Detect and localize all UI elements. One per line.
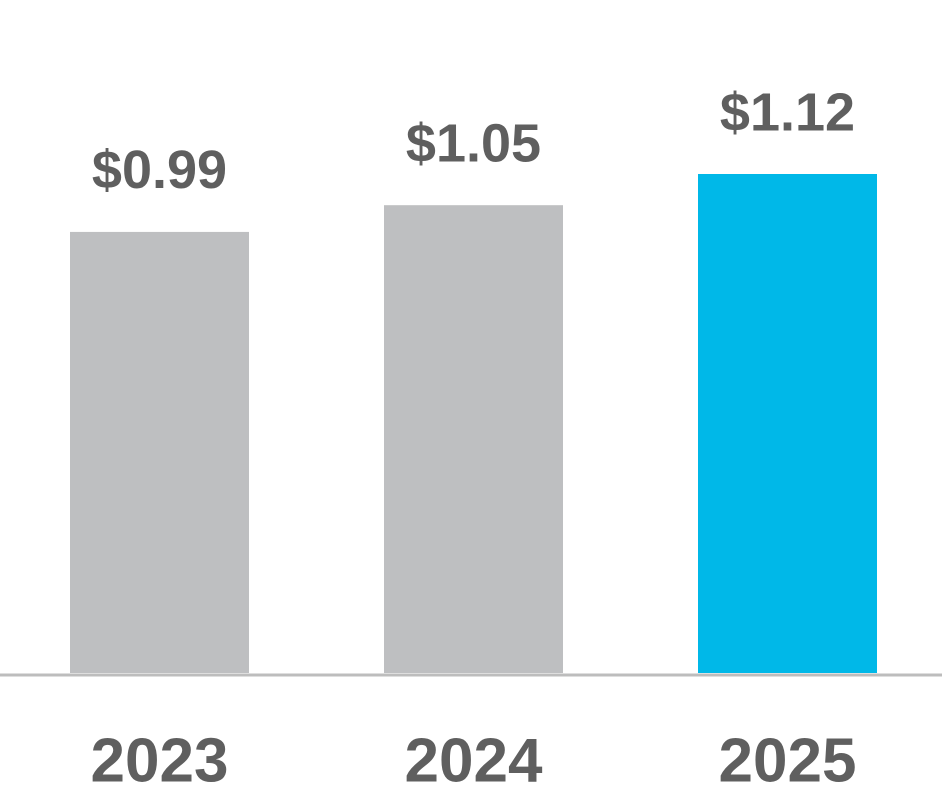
value-label: $1.05 [406, 113, 541, 173]
x-tick-label: 2025 [719, 726, 857, 795]
bar [698, 174, 877, 673]
bar [70, 231, 249, 673]
bar [384, 205, 563, 673]
value-label: $0.99 [92, 140, 227, 200]
x-tick-label: 2024 [405, 726, 543, 795]
value-label: $1.12 [720, 82, 855, 142]
x-tick-label: 2023 [91, 726, 229, 795]
